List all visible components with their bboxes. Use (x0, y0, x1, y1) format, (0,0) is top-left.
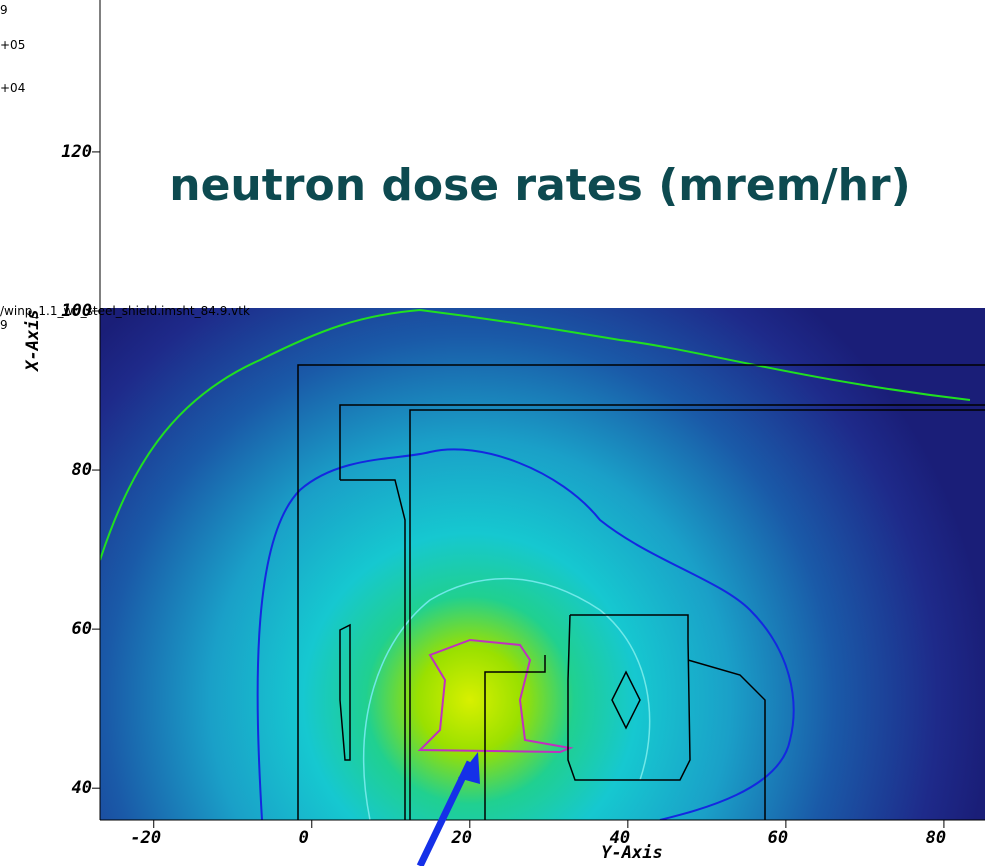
title: neutron dose rates (mrem/hr) (169, 160, 911, 211)
x-tick-label: 0 (299, 828, 309, 848)
arrow (416, 760, 474, 866)
legend-fragment: +05 (0, 38, 25, 52)
x-tick-label: 80 (926, 828, 946, 848)
y-tick-label: 100 (61, 301, 92, 321)
axes: -20 0 20 40 60 80 40 60 80 100 120 (61, 142, 946, 848)
y-axis-title: X-Axis (23, 309, 43, 372)
y-tick-label: 60 (72, 619, 92, 639)
y-tick-label: 120 (61, 142, 92, 162)
x-axis-title: Y-Axis (601, 843, 662, 863)
file-label-sub: 9 (0, 318, 8, 332)
legend-fragment: +04 (0, 81, 25, 95)
heatmap (100, 308, 985, 820)
y-tick-label: 80 (72, 460, 92, 480)
x-tick-label: 20 (451, 828, 472, 848)
arrow-head (458, 752, 480, 784)
file-label: /winp_1.1_wo_steel_shield.imsht_84.9.vtk (0, 304, 250, 318)
x-tick-label: 60 (768, 828, 788, 848)
y-tick-label: 40 (72, 778, 92, 798)
x-tick-label: 40 (610, 828, 630, 848)
x-tick-label: -20 (130, 828, 161, 848)
legend-fragment: 9 (0, 3, 8, 17)
